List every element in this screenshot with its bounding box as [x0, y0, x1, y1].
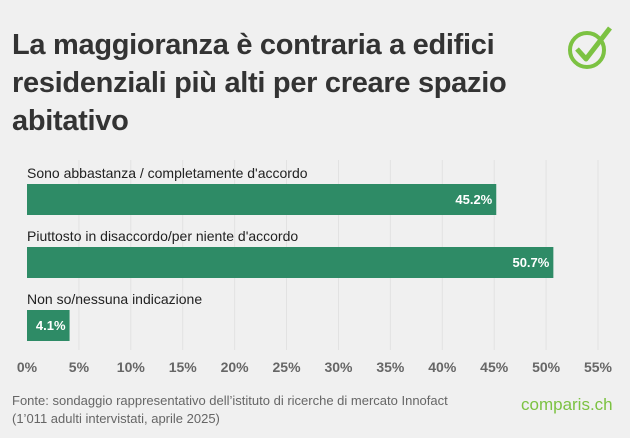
- x-tick-label: 50%: [532, 359, 561, 375]
- x-tick-label: 0%: [17, 359, 38, 375]
- bar: [27, 310, 70, 341]
- category-label: Sono abbastanza / completamente d'accord…: [27, 165, 308, 181]
- bar: [27, 184, 497, 215]
- x-tick-label: 5%: [69, 359, 90, 375]
- x-tick-label: 25%: [273, 359, 302, 375]
- category-label: Non so/nessuna indicazione: [27, 291, 202, 307]
- x-tick-label: 55%: [584, 359, 613, 375]
- chart-title: La maggioranza è contraria a edifici res…: [12, 29, 507, 137]
- x-tick-label: 35%: [376, 359, 405, 375]
- bar-chart: 0% 5% 10% 15% 20% 25% 30% 35% 40% 45% 50% 55% Sono a…: [17, 160, 613, 375]
- source-line-1: Fonte: sondaggio rappresentativo dell’is…: [12, 393, 448, 408]
- bar: [27, 247, 554, 278]
- x-tick-label: 40%: [428, 359, 457, 375]
- x-tick-label: 10%: [117, 359, 146, 375]
- x-tick-label: 15%: [169, 359, 198, 375]
- checkmark-circle-icon: [568, 26, 612, 69]
- value-label: 45.2%: [455, 192, 492, 207]
- source-note: Fonte: sondaggio rappresentativo dell’is…: [12, 392, 448, 428]
- source-line-2: (1’011 adulti intervistati, aprile 2025): [12, 411, 220, 426]
- value-label: 4.1%: [36, 318, 66, 333]
- x-tick-label: 45%: [480, 359, 509, 375]
- x-tick-label: 20%: [221, 359, 250, 375]
- x-tick-label: 30%: [324, 359, 353, 375]
- comparis-logo: comparis.ch: [521, 395, 613, 414]
- value-label: 50.7%: [512, 255, 549, 270]
- category-label: Piuttosto in disaccordo/per niente d'acc…: [27, 228, 298, 244]
